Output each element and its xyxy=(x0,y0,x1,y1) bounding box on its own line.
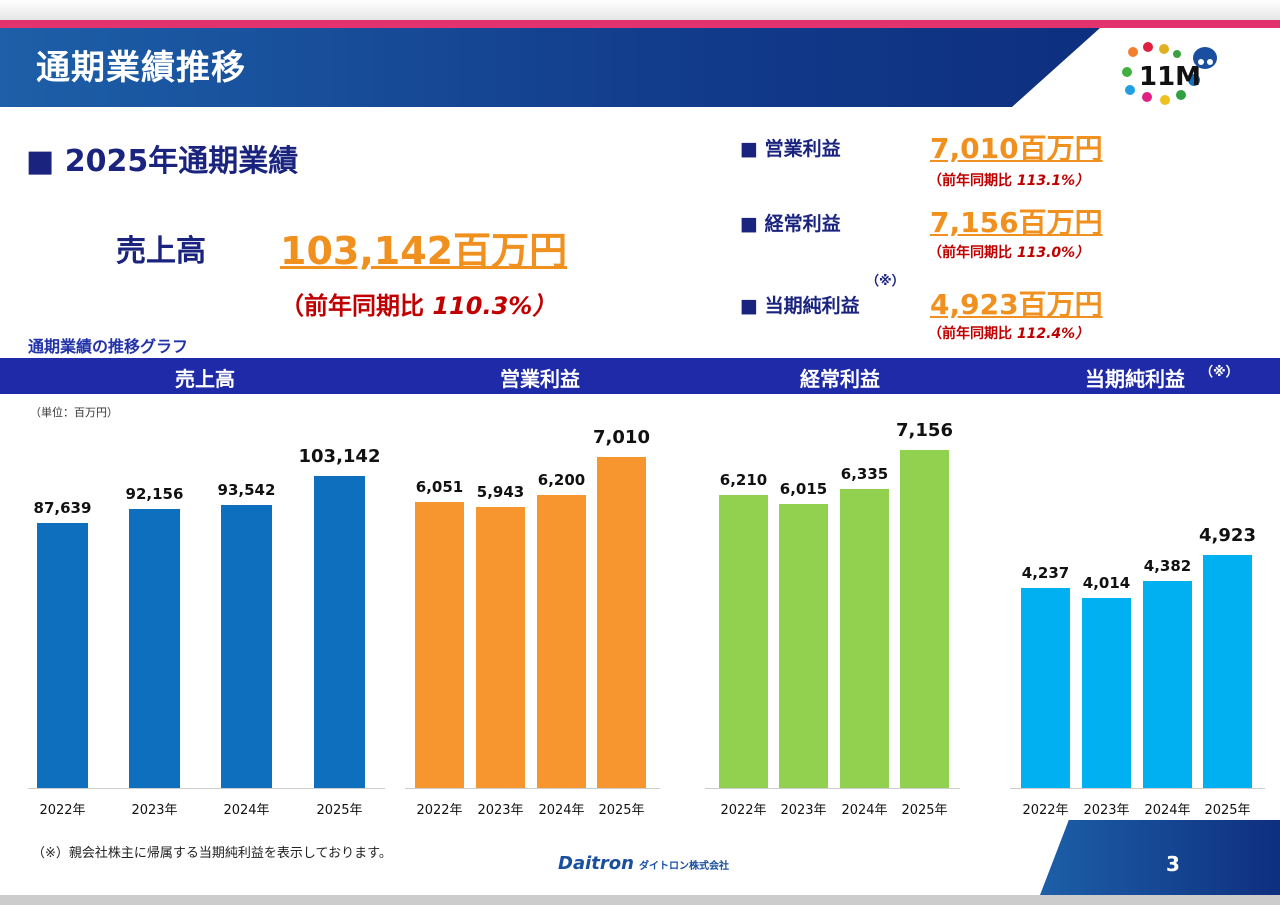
summary-heading: ■ 2025年通期業績 xyxy=(26,144,299,179)
yoy-pct: 113.0%） xyxy=(1016,245,1090,261)
data-label: 6,200 xyxy=(537,471,586,490)
graph-title: 通期業績の推移グラフ xyxy=(28,337,189,356)
sales-value: 103,142百万円 xyxy=(280,229,568,273)
bar xyxy=(537,495,586,788)
data-label: 4,923 xyxy=(1199,525,1256,547)
logo: 11M xyxy=(1115,40,1235,110)
x-tick-label: 2022年 xyxy=(39,803,86,818)
chart-header-band xyxy=(0,358,1280,394)
x-tick-label: 2024年 xyxy=(223,803,270,818)
summary-item-label: ■ 営業利益 xyxy=(740,138,841,160)
footer-note: （※）親会社株主に帰属する当期純利益を表示しております。 xyxy=(32,846,392,861)
summary-item-label: ■ 当期純利益 xyxy=(740,295,860,317)
data-label: 7,010 xyxy=(593,426,650,448)
data-label: 5,943 xyxy=(476,483,525,502)
logo-icon: 11M xyxy=(1122,42,1217,105)
summary-item-label: ■ 経常利益 xyxy=(740,213,841,235)
sales-yoy: （前年同期比 110.3%） xyxy=(280,286,556,321)
x-tick-label: 2023年 xyxy=(780,803,827,818)
bar xyxy=(779,503,828,788)
yoy-label: （前年同期比 xyxy=(928,326,1012,342)
data-label: 7,156 xyxy=(896,419,953,441)
bottom-strip xyxy=(0,895,1280,905)
summary-item-value: 4,923百万円 xyxy=(930,288,1103,321)
brand-logo: Daitron ダイトロン株式会社 xyxy=(558,853,729,874)
x-tick-label: 2024年 xyxy=(841,803,888,818)
bar xyxy=(1082,598,1131,788)
data-label: 92,156 xyxy=(125,485,184,504)
bar xyxy=(476,507,525,788)
data-label: 103,142 xyxy=(298,446,381,468)
bar xyxy=(1203,555,1252,788)
x-tick-label: 2024年 xyxy=(1144,803,1191,818)
data-label: 4,237 xyxy=(1021,563,1070,582)
summary-item-yoy: （前年同期比 113.1%） xyxy=(928,170,1089,190)
bar xyxy=(37,522,88,788)
sales-yoy-label: （前年同期比 xyxy=(280,292,424,320)
top-strip xyxy=(0,0,1280,20)
summary-item-yoy: （前年同期比 112.4%） xyxy=(928,323,1089,343)
chart-title: 経常利益 xyxy=(800,367,880,391)
footer-band xyxy=(1040,820,1280,895)
bar xyxy=(221,505,272,788)
bar xyxy=(840,488,889,788)
x-tick-label: 2022年 xyxy=(1022,803,1069,818)
bar xyxy=(1021,587,1070,788)
bar xyxy=(719,494,768,788)
x-axis-line xyxy=(28,788,385,789)
page-number: 3 xyxy=(1166,852,1180,876)
bar xyxy=(1143,580,1192,788)
summary-item-yoy: （前年同期比 113.0%） xyxy=(928,242,1089,262)
x-tick-label: 2023年 xyxy=(131,803,178,818)
bar xyxy=(900,449,949,788)
yoy-pct: 113.1%） xyxy=(1016,173,1090,189)
x-tick-label: 2022年 xyxy=(720,803,767,818)
page-title: 通期業績推移 xyxy=(36,48,246,88)
yoy-pct: 112.4%） xyxy=(1016,326,1090,342)
summary-item-note: （※） xyxy=(866,274,905,289)
x-tick-label: 2025年 xyxy=(598,803,645,818)
x-tick-label: 2025年 xyxy=(901,803,948,818)
x-tick-label: 2023年 xyxy=(1083,803,1130,818)
brand-jp: ダイトロン株式会社 xyxy=(639,861,730,872)
bar xyxy=(129,509,180,788)
yoy-label: （前年同期比 xyxy=(928,245,1012,261)
x-tick-label: 2025年 xyxy=(1204,803,1251,818)
data-label: 6,210 xyxy=(719,470,768,489)
x-axis-line xyxy=(705,788,960,789)
x-axis-line xyxy=(405,788,660,789)
data-label: 93,542 xyxy=(217,481,276,500)
x-axis-line xyxy=(1010,788,1265,789)
chart-title: 営業利益 xyxy=(500,367,580,391)
chart-title: 当期純利益 xyxy=(1085,367,1185,391)
summary-item-value: 7,010百万円 xyxy=(930,132,1103,165)
data-label: 4,014 xyxy=(1082,574,1131,593)
data-label: 4,382 xyxy=(1143,556,1192,575)
sales-yoy-pct: 110.3%） xyxy=(432,292,557,320)
summary-item-value: 7,156百万円 xyxy=(930,206,1103,239)
title-band xyxy=(0,28,1100,107)
data-label: 6,335 xyxy=(840,464,889,483)
data-label: 87,639 xyxy=(33,498,92,517)
x-tick-label: 2023年 xyxy=(477,803,524,818)
data-label: 6,015 xyxy=(779,479,828,498)
x-tick-label: 2022年 xyxy=(416,803,463,818)
x-tick-label: 2024年 xyxy=(538,803,585,818)
bar xyxy=(314,476,365,788)
accent-line xyxy=(0,20,1280,28)
sales-label: 売上高 xyxy=(116,234,206,269)
data-label: 6,051 xyxy=(415,478,464,497)
bar xyxy=(415,502,464,788)
svg-text:11M: 11M xyxy=(1139,62,1201,92)
chart-title: 売上高 xyxy=(175,367,235,391)
chart-title-note: （※） xyxy=(1200,365,1239,380)
yoy-label: （前年同期比 xyxy=(928,173,1012,189)
unit-label: （単位：百万円） xyxy=(30,406,118,419)
bar xyxy=(597,456,646,788)
brand-name: Daitron xyxy=(558,853,634,874)
x-tick-label: 2025年 xyxy=(316,803,363,818)
